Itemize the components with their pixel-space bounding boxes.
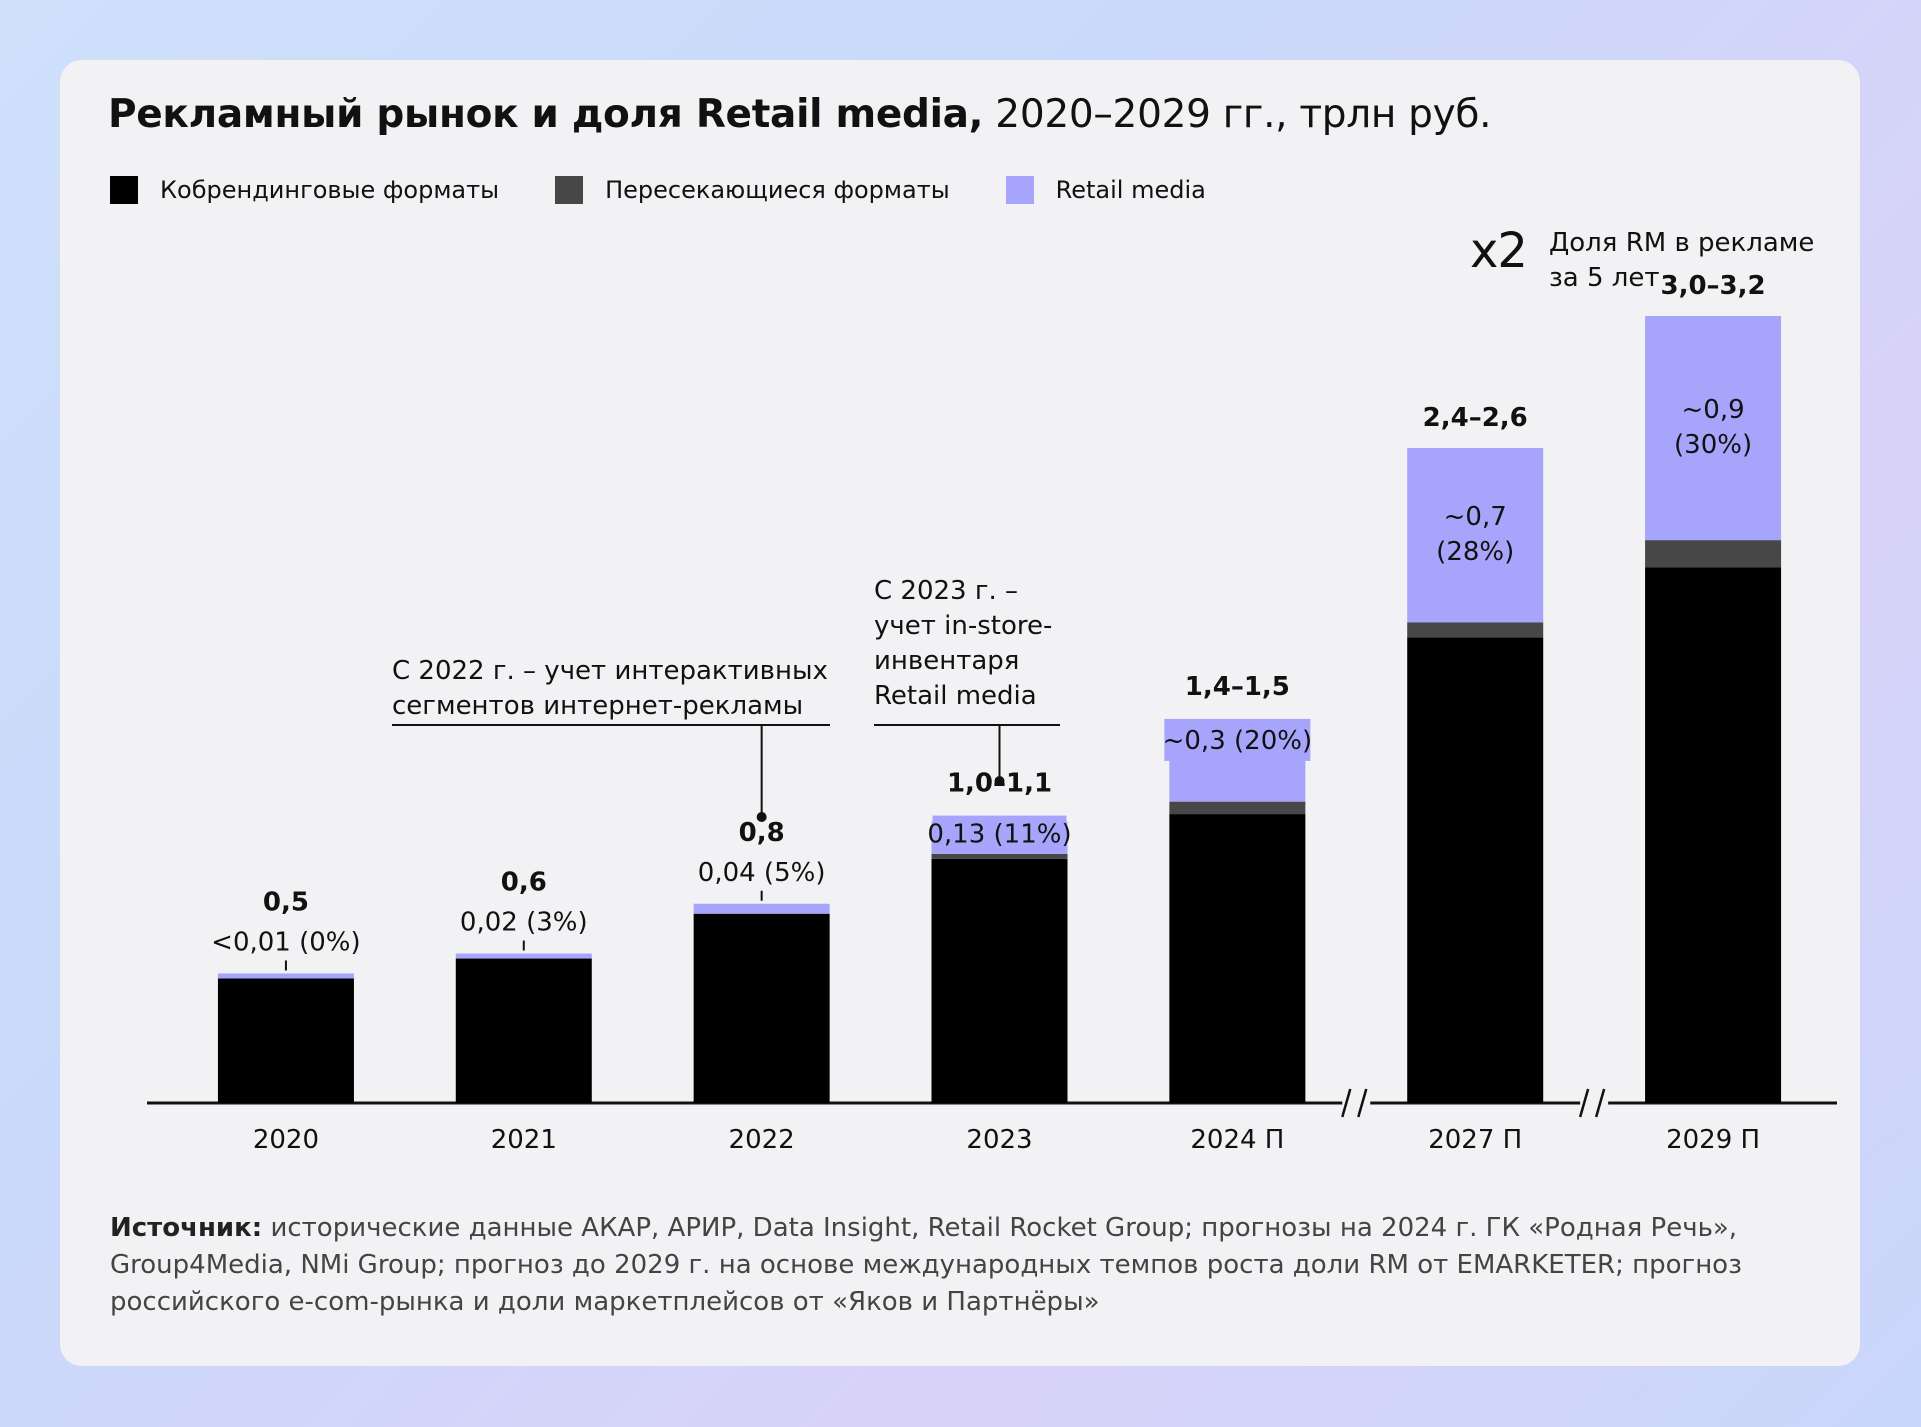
- legend-label-overlapping: Пересекающиеся форматы: [605, 176, 950, 204]
- bar-segment-retail-media: [217, 973, 354, 979]
- bar-segment-overlapping: [1169, 801, 1306, 815]
- total-value-label: 3,0–3,2: [1661, 271, 1766, 301]
- bar-segment-overlapping: [1645, 540, 1782, 568]
- bar-segment-cobranding: [693, 913, 830, 1103]
- rm-value-label: 0,02 (3%): [460, 908, 588, 938]
- rm-value-label: 0,13 (11%): [927, 820, 1071, 850]
- source-note: Источник: исторические данные АКАР, АРИР…: [110, 1210, 1820, 1321]
- x-tick-label: 2021: [491, 1125, 557, 1155]
- chart-title: Рекламный рынок и доля Retail media, 202…: [108, 92, 1492, 137]
- bar-segment-cobranding: [217, 978, 354, 1103]
- rm-value-label: 0,04 (5%): [698, 858, 826, 888]
- x-tick-label: 2029 П: [1666, 1125, 1760, 1155]
- rm-value-label: ~0,9: [1682, 395, 1745, 425]
- annotation-text: С 2022 г. – учет интерактивных: [392, 656, 828, 686]
- total-value-label: 0,6: [501, 868, 547, 898]
- total-value-label: 2,4–2,6: [1423, 403, 1528, 433]
- title-rest: 2020–2029 гг., трлн руб.: [983, 92, 1492, 137]
- bar-segment-retail-media: [693, 903, 830, 914]
- legend-item-overlapping: Пересекающиеся форматы: [555, 176, 950, 204]
- rm-value-label: ~0,7: [1444, 502, 1507, 532]
- rm-share-callout: x2 Доля RM в рекламе за 5 лет: [1470, 226, 1849, 296]
- bar-segment-cobranding: [455, 958, 592, 1103]
- legend-swatch-retail-media: [1005, 176, 1034, 204]
- annotation-text: Retail media: [874, 681, 1037, 711]
- annotation-text: инвентаря: [874, 646, 1019, 676]
- rm-label-highlight: [932, 815, 1067, 852]
- title-bold: Рекламный рынок и доля Retail media,: [108, 92, 984, 137]
- chart-card: Рекламный рынок и доля Retail media, 202…: [60, 60, 1860, 1366]
- bar-segment-retail-media: [455, 953, 592, 959]
- annotation-text: учет in-store-: [874, 611, 1052, 641]
- annotation-text: С 2023 г. –: [874, 576, 1018, 606]
- x-tick-label: 2024 П: [1190, 1125, 1284, 1155]
- axis-break-mark: [1357, 1088, 1368, 1118]
- bar-segment-cobranding: [931, 858, 1068, 1103]
- axis-break-mark: [1594, 1088, 1606, 1118]
- bar-segment-overlapping: [1407, 622, 1544, 638]
- annotation-dot: [756, 812, 767, 822]
- source-text: исторические данные АКАР, АРИР, Data Ins…: [110, 1213, 1742, 1317]
- rm-pct-label: (30%): [1674, 430, 1752, 460]
- rm-label-highlight: [1164, 718, 1311, 761]
- bar-segment-overlapping: [931, 853, 1068, 859]
- annotation-text: сегментов интернет-рекламы: [392, 691, 803, 721]
- axis-break-mark: [1578, 1088, 1590, 1118]
- x-tick-label: 2023: [966, 1125, 1032, 1155]
- rm-pct-label: (28%): [1436, 537, 1514, 567]
- bar-segment-cobranding: [1169, 814, 1306, 1103]
- multiplier-label: x2: [1470, 223, 1528, 279]
- rm-value-label: <0,01 (0%): [211, 927, 360, 957]
- legend-swatch-cobranding: [110, 176, 138, 204]
- legend-label-retail-media: Retail media: [1055, 176, 1206, 204]
- annotation-dot: [994, 776, 1005, 786]
- bar-segment-cobranding: [1407, 637, 1544, 1103]
- axis-break-mark: [1341, 1088, 1352, 1118]
- x-tick-label: 2020: [253, 1125, 319, 1155]
- x-tick-label: 2027 П: [1428, 1125, 1522, 1155]
- bar-segment-retail-media: [1407, 447, 1544, 623]
- legend: Кобрендинговые форматы Пересекающиеся фо…: [110, 176, 1262, 204]
- source-label: Источник:: [110, 1213, 263, 1243]
- legend-item-cobranding: Кобрендинговые форматы: [110, 176, 499, 204]
- total-value-label: 1,4–1,5: [1185, 672, 1290, 702]
- bar-segment-retail-media: [1645, 315, 1782, 541]
- legend-label-cobranding: Кобрендинговые форматы: [160, 176, 500, 204]
- legend-swatch-overlapping: [555, 176, 584, 204]
- callout-text: Доля RM в рекламе за 5 лет: [1548, 228, 1815, 293]
- total-value-label: 0,5: [263, 887, 309, 917]
- legend-item-retail-media: Retail media: [1005, 176, 1206, 204]
- total-value-label: 0,8: [739, 818, 785, 848]
- x-tick-label: 2022: [729, 1125, 795, 1155]
- bar-chart: 2020 2021 2022 2023 2024 П 2027 П 2029 П <0,01 …: [147, 271, 1837, 1155]
- rm-value-label: ~0,3 (20%): [1163, 726, 1312, 756]
- bar-segment-cobranding: [1645, 567, 1782, 1103]
